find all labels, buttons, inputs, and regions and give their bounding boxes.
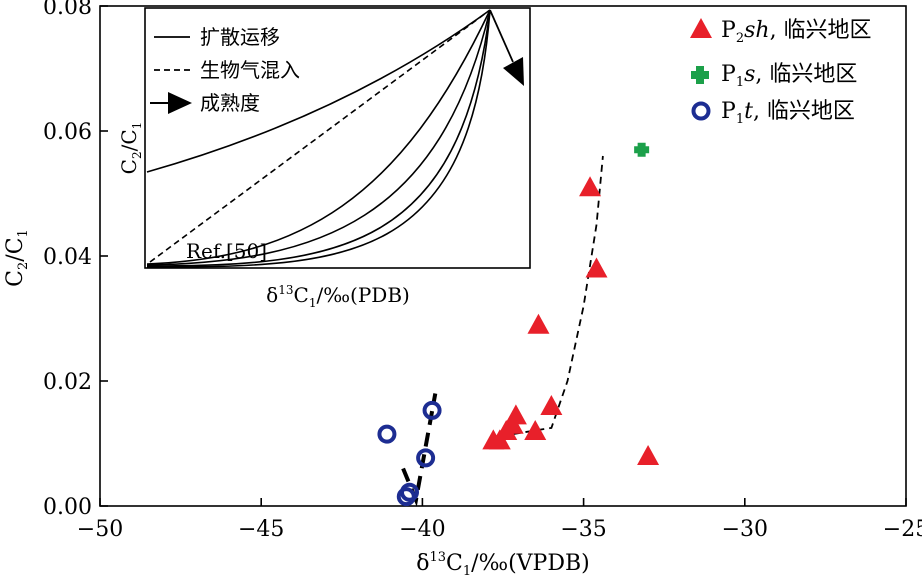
inset-y-axis-title: C2/C1 <box>117 122 144 175</box>
legend-triangle-marker <box>690 18 712 38</box>
point-circle <box>377 424 397 444</box>
point-triangle <box>527 313 550 334</box>
inset-reference: Ref.[50] <box>186 239 267 263</box>
point-triangle <box>540 395 563 415</box>
inset-diffusion-curve-2 <box>146 9 491 265</box>
legend-item-p1t: P1t, 临兴地区 <box>691 99 855 127</box>
inset-panel: 扩散运移 生物气混入 成熟度 C2/C1 Ref.[50] δ13C1/‰(PD… <box>117 7 531 310</box>
svg-text:P1s, 临兴地区: P1s, 临兴地区 <box>721 62 857 90</box>
point-triangle <box>488 429 511 450</box>
y-tick-label: 0.06 <box>43 120 92 145</box>
trend-line-2 <box>401 393 438 507</box>
y-axis-title: C2/C1 <box>3 229 31 287</box>
inset-diffusion-curve-1 <box>146 9 491 173</box>
data-points <box>377 142 660 507</box>
legend-cross-marker <box>691 66 709 84</box>
inset-legend-diffusion: 扩散运移 <box>200 25 280 49</box>
legend-item-p1s: P1s, 临兴地区 <box>691 62 857 90</box>
inset-biogas-line <box>149 9 491 263</box>
inset-diffusion-curve-4 <box>146 9 491 267</box>
x-tick-label: −40 <box>399 517 445 542</box>
legend-item-p2sh: P2sh, 临兴地区 <box>690 18 872 46</box>
inset-maturity-arrowhead <box>503 57 524 86</box>
x-tick-label: −45 <box>238 517 284 542</box>
x-axis-title: δ13C1/‰(VPDB) <box>416 550 590 579</box>
svg-text:P2sh, 临兴地区: P2sh, 临兴地区 <box>721 18 872 46</box>
point-circle <box>416 448 436 468</box>
svg-text:P1t, 临兴地区: P1t, 临兴地区 <box>721 99 855 127</box>
inset-legend-maturity: 成熟度 <box>200 91 260 115</box>
point-triangle <box>579 176 602 197</box>
point-triangle <box>637 445 660 465</box>
y-tick-label: 0.04 <box>43 245 92 270</box>
x-axis-ticks: −50 −45 −40 −35 −30 −25 <box>77 498 922 542</box>
point-circle <box>396 487 416 507</box>
inset-legend-biogas: 生物气混入 <box>200 58 300 82</box>
y-tick-label: 0.02 <box>43 370 92 395</box>
point-triangle <box>524 420 547 440</box>
point-circle <box>422 400 442 420</box>
legend-circle-marker <box>691 101 711 121</box>
y-axis-ticks: 0.00 0.02 0.04 0.06 0.08 <box>43 0 108 520</box>
y-tick-label: 0.00 <box>43 495 92 520</box>
inset-maturity-arrow-shaft <box>489 9 514 63</box>
x-tick-label: −30 <box>722 517 768 542</box>
x-tick-label: −50 <box>77 517 123 542</box>
point-triangle <box>585 257 608 278</box>
svg-text:C2/C1: C2/C1 <box>3 229 31 287</box>
y-tick-label: 0.08 <box>43 0 92 20</box>
legend: P2sh, 临兴地区 P1s, 临兴地区 P1t, 临兴地区 <box>690 18 872 127</box>
inset-frame <box>144 7 531 269</box>
inset-x-axis-title: δ13C1/‰(PDB) <box>266 283 410 310</box>
point-cross <box>634 142 650 157</box>
inset-diffusion-curve-5 <box>146 9 491 268</box>
inset-legend-arrowhead <box>168 92 192 114</box>
inset-diffusion-curve-3 <box>146 9 491 266</box>
svg-text:C2/C1: C2/C1 <box>117 122 144 175</box>
x-tick-label: −25 <box>883 517 922 542</box>
x-tick-label: −35 <box>560 517 606 542</box>
